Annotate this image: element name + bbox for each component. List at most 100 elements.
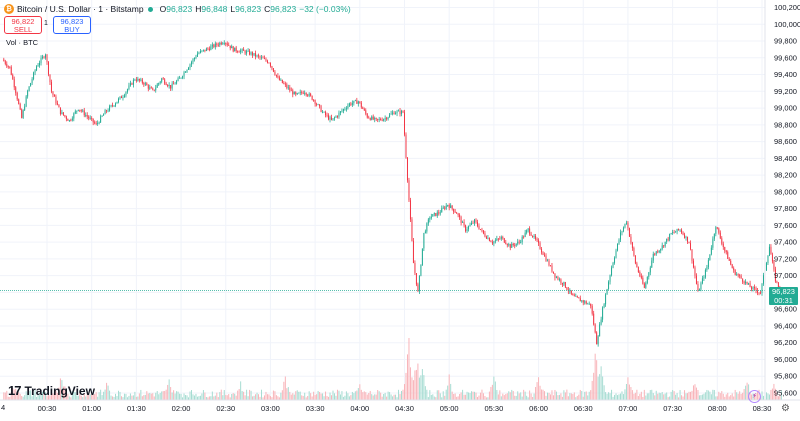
volume-bar (429, 390, 431, 400)
candle-body (417, 284, 419, 292)
candle-body (316, 103, 318, 105)
candle-body (246, 51, 248, 54)
volume-bar (223, 390, 225, 400)
volume-bar (50, 394, 52, 400)
volume-bar (137, 396, 139, 400)
volume-indicator-label[interactable]: Vol · BTC (6, 38, 39, 47)
candle-body (308, 93, 310, 96)
x-tick-label: 04:30 (395, 404, 414, 413)
x-tick-label: 04:00 (350, 404, 369, 413)
x-tick-label: 01:30 (127, 404, 146, 413)
volume-bar (386, 396, 388, 400)
candle-body (204, 49, 206, 52)
candle-body (762, 275, 764, 284)
volume-bar (634, 392, 636, 400)
candle-body (512, 243, 514, 246)
candle-body (143, 82, 145, 85)
ohlc-close-value: 96,823 (270, 4, 297, 14)
candle-body (406, 157, 408, 181)
candle-body (368, 117, 370, 119)
candle-body (456, 212, 458, 214)
volume-bar (488, 391, 490, 400)
y-tick-label: 98,000 (774, 187, 797, 196)
candle-body (104, 110, 106, 115)
volume-bar (716, 396, 718, 400)
candle-body (109, 106, 111, 111)
volume-bar (639, 393, 641, 400)
symbol-title[interactable]: Bitcoin / U.S. Dollar · 1 · Bitstamp (17, 4, 144, 14)
candle-body (728, 258, 730, 261)
volume-bar (360, 389, 362, 400)
volume-bar (98, 392, 100, 400)
volume-bar (663, 394, 665, 400)
sell-price: 96,822 (11, 17, 35, 26)
lightning-icon[interactable]: ⚡ (748, 390, 761, 403)
buy-price: 96,823 (60, 17, 84, 26)
candle-body (569, 290, 571, 292)
volume-bar (86, 392, 88, 400)
gear-icon[interactable]: ⚙ (781, 403, 790, 414)
volume-bar (438, 390, 440, 400)
x-tick-label: 08:00 (708, 404, 727, 413)
volume-bar (387, 391, 389, 400)
candle-body (193, 57, 195, 60)
candle-body (129, 83, 131, 86)
volume-bar (649, 390, 651, 400)
volume-bar (250, 390, 252, 400)
candle-body (619, 232, 621, 240)
candle-body (156, 84, 158, 88)
volume-bar (299, 391, 301, 400)
buy-button[interactable]: 96,823 BUY (53, 16, 91, 34)
volume-bar (228, 394, 230, 400)
volume-bar (7, 396, 9, 400)
volume-bar (551, 390, 553, 400)
volume-bar (6, 390, 8, 400)
candle-body (469, 224, 471, 227)
candle-body (62, 112, 64, 116)
candle-body (643, 283, 645, 288)
candle-body (39, 62, 41, 66)
candle-body (675, 231, 677, 233)
candle-body (549, 265, 551, 267)
candle-body (563, 282, 565, 285)
volume-bar (578, 394, 580, 400)
volume-bar (326, 395, 328, 400)
volume-bar (482, 393, 484, 400)
volume-bar (369, 390, 371, 400)
volume-bar (272, 390, 274, 400)
candle-body (424, 231, 426, 233)
volume-bar (4, 392, 6, 400)
symbol-header[interactable]: ₿ Bitcoin / U.S. Dollar · 1 · Bitstamp O… (4, 2, 351, 16)
candle-body (709, 254, 711, 261)
candle-body (277, 75, 279, 78)
volume-bar (152, 393, 154, 400)
volume-bar (186, 395, 188, 400)
volume-bar (311, 396, 313, 400)
candle-body (415, 273, 417, 285)
candle-body (608, 281, 610, 290)
volume-bar (371, 394, 373, 400)
volume-bar (725, 394, 727, 400)
candle-body (25, 96, 27, 107)
volume-bar (718, 391, 720, 400)
volume-bar (231, 394, 233, 400)
volume-bar (456, 396, 458, 400)
volume-bar (539, 385, 541, 400)
tradingview-logo[interactable]: 17 TradingView (8, 383, 95, 398)
y-tick-label: 97,400 (774, 238, 797, 247)
candle-body (250, 52, 252, 55)
candle-body (295, 92, 297, 95)
candle-body (293, 92, 295, 95)
candle-body (378, 119, 380, 120)
volume-bar (199, 395, 201, 400)
volume-bar (523, 389, 525, 400)
candle-body (64, 115, 66, 117)
volume-bar (195, 393, 197, 400)
volume-bar (269, 396, 271, 400)
volume-bar (68, 396, 70, 400)
sell-button[interactable]: 96,822 SELL (4, 16, 42, 34)
candle-body (287, 87, 289, 89)
volume-bar (545, 395, 547, 400)
